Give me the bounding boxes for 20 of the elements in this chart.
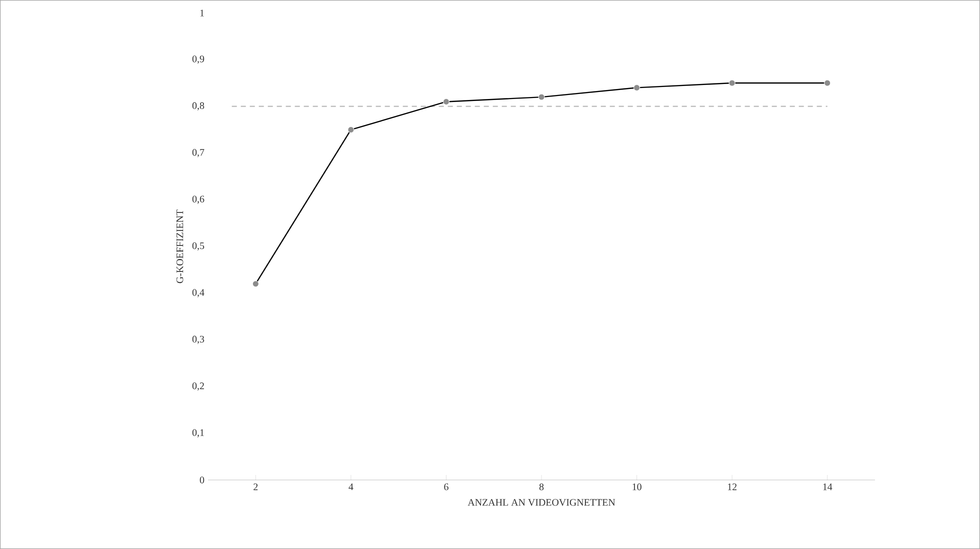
x-tick-label: 10	[632, 484, 642, 490]
y-tick-label: 0	[200, 476, 204, 484]
x-tick-label: 2	[254, 484, 258, 490]
y-tick-label: 0,6	[192, 196, 204, 204]
y-tick-label: 0,5	[192, 242, 204, 251]
y-tick-label: 0,9	[192, 56, 204, 64]
y-tick-label: 0,4	[192, 289, 204, 298]
y-tick-label: 0,1	[192, 429, 204, 438]
x-tick-label: 8	[539, 484, 544, 490]
y-tick-label: 0,7	[192, 149, 204, 158]
x-tick-label: 14	[823, 484, 832, 490]
y-tick-label: 0,3	[192, 336, 204, 344]
x-tick-label: 4	[348, 484, 354, 490]
x-tick-label: 12	[728, 484, 737, 490]
y-tick-label: 1	[200, 10, 204, 16]
y-tick-label: 0,2	[192, 382, 204, 391]
y-tick-label: 0,8	[192, 102, 204, 110]
y-axis-title: G-KOEFFIZIENT	[176, 210, 184, 284]
x-tick-label: 6	[444, 484, 448, 490]
x-axis-title: ANZAHL AN VIDEOVIGNETTEN	[468, 499, 616, 506]
